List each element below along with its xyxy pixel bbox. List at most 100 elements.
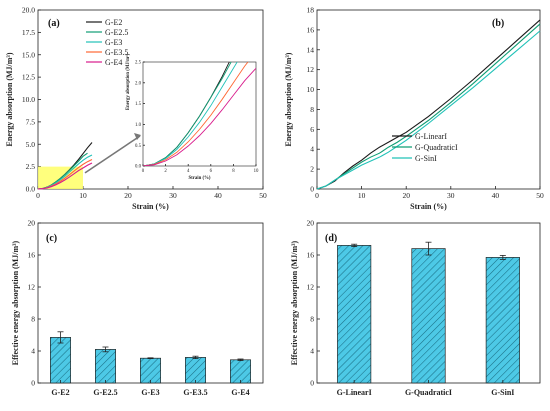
legend-label: G-E2.5 — [105, 28, 128, 37]
y-axis-title: Effective energy absorption (MJ/m³) — [11, 240, 20, 365]
y-axis-title: Energy absorption (MJ/m³) — [5, 52, 14, 146]
y-tick-label: 8 — [310, 315, 314, 324]
y-tick-label: 16 — [307, 251, 315, 260]
inset-x-tick-label: 10 — [254, 169, 259, 174]
y-tick-label: 0 — [310, 185, 314, 194]
panel-label: (d) — [325, 233, 337, 244]
series-line-g-e4 — [37, 162, 93, 190]
y-tick-label: 20 — [28, 219, 36, 228]
inset-line-g-e3 — [143, 62, 238, 166]
legend-label: G-SinI — [415, 154, 437, 163]
inset-series — [143, 62, 256, 166]
panel-b: 0 2 4 6 8 10 12 14 16 18 Energy absorption (MJ/m³)… — [284, 6, 544, 212]
x-tick-label: 40 — [492, 191, 500, 200]
x-category-label: G-QuadraticI — [405, 388, 452, 397]
panel-label: (a) — [48, 18, 60, 29]
y-tick-label: 6 — [310, 125, 314, 134]
series-line-g-quadratici — [316, 23, 541, 190]
x-category-label: G-LinearI — [337, 388, 372, 397]
y-tick-label: 2 — [310, 165, 314, 174]
y-tick-label: 15.0 — [22, 50, 35, 59]
inset-line-g-e4 — [143, 67, 256, 166]
bar-g-quadratici — [411, 248, 446, 384]
inset-y-axis-title: Energy absorption (MJ/m³) — [125, 53, 131, 110]
zoom-arrow-head — [134, 133, 141, 140]
y-tick-label: 0 — [310, 379, 314, 388]
y-axis-title: Effective energy absorption (MJ/m³) — [290, 240, 299, 365]
y-tick-label: 14 — [307, 45, 315, 54]
inset-x-axis-title: Strain (%) — [189, 176, 211, 181]
bar-g-lineari — [337, 245, 372, 384]
inset-plot: 0 2 4 6 8 10 0.0 0.5 1.0 1.5 2.0 2.5 Strain (%) Energ… — [125, 53, 259, 181]
inset-y-tick-label: 1.5 — [135, 102, 142, 107]
bar-g-e2 — [50, 337, 71, 384]
y-tick-label: 7.5 — [26, 117, 36, 126]
legend-label: G-E3.5 — [105, 48, 128, 57]
y-tick-label: 10.0 — [22, 95, 35, 104]
x-axis-title: Strain (%) — [410, 202, 447, 211]
inset-x-tick-label: 6 — [210, 169, 213, 174]
x-tick-label: 50 — [259, 191, 267, 200]
y-tick-label: 8 — [31, 315, 35, 324]
bar-g-e4 — [230, 359, 251, 384]
bar-g-e3 — [140, 357, 161, 384]
y-tick-label: 20.0 — [22, 6, 35, 15]
bar-g-e3.5 — [185, 357, 206, 384]
x-tick-label: 10 — [358, 191, 366, 200]
inset-x-tick-label: 4 — [187, 169, 190, 174]
y-tick-label: 8 — [310, 105, 314, 114]
panel-label: (b) — [492, 18, 504, 29]
inset-y-tick-label: 1.0 — [135, 123, 142, 128]
y-tick-label: 0.0 — [26, 185, 36, 194]
bar-g-sini — [485, 257, 520, 384]
legend-label: G-E4 — [105, 58, 122, 67]
inset-y-tick-label: 0.5 — [135, 144, 142, 149]
x-tick-label: 20 — [402, 191, 410, 200]
inset-x-tick-label: 8 — [232, 169, 235, 174]
inset-y-tick-label: 2.0 — [135, 81, 142, 86]
plot-frame — [316, 9, 541, 190]
y-tick-label: 10 — [307, 85, 315, 94]
y-tick-label: 20 — [307, 219, 315, 228]
y-tick-label: 4 — [310, 145, 314, 154]
inset-y-tick-label: 0.0 — [135, 165, 142, 170]
y-tick-label: 12.5 — [22, 73, 35, 82]
x-tick-label: 50 — [536, 191, 544, 200]
x-tick-label: 40 — [214, 191, 222, 200]
y-tick-label: 16 — [307, 25, 315, 34]
bar-g-e2.5 — [95, 349, 116, 384]
zoom-arrow — [84, 135, 141, 174]
x-category-label: G-E2 — [51, 388, 69, 397]
x-tick-label: 30 — [169, 191, 177, 200]
inset-line-g-e3.5 — [143, 62, 249, 166]
legend-label: G-QuadraticI — [415, 143, 458, 152]
x-tick-label: 30 — [447, 191, 455, 200]
x-tick-label: 10 — [79, 191, 87, 200]
y-tick-label: 5.0 — [26, 140, 36, 149]
x-category-label: G-E3 — [141, 388, 159, 397]
legend-label: G-E3 — [105, 38, 122, 47]
x-category-label: G-E3.5 — [183, 388, 207, 397]
x-tick-label: 20 — [124, 191, 132, 200]
y-tick-label: 4 — [31, 347, 35, 356]
y-axis-title: Energy absorption (MJ/m³) — [284, 52, 293, 146]
inset-line-g-e2.5 — [143, 62, 232, 166]
x-tick-label: 0 — [36, 191, 40, 200]
x-category-label: G-SinI — [491, 388, 514, 397]
x-category-label: G-E2.5 — [93, 388, 117, 397]
y-tick-label: 2.5 — [26, 162, 36, 171]
y-tick-label: 0 — [31, 379, 35, 388]
panel-label: (c) — [46, 233, 57, 244]
inset-x-tick-label: 0 — [142, 169, 145, 174]
panel-d: 0 4 8 12 16 20 Effective energy absorption (MJ… — [290, 219, 541, 397]
legend-label: G-E2 — [105, 18, 122, 27]
y-tick-label: 12 — [307, 283, 315, 292]
legend-label: G-LinearI — [415, 132, 447, 141]
inset-frame — [142, 61, 257, 167]
y-tick-label: 12 — [307, 65, 315, 74]
y-tick-label: 16 — [28, 251, 36, 260]
series-line-g-lineari — [316, 19, 541, 190]
y-tick-label: 4 — [310, 347, 314, 356]
